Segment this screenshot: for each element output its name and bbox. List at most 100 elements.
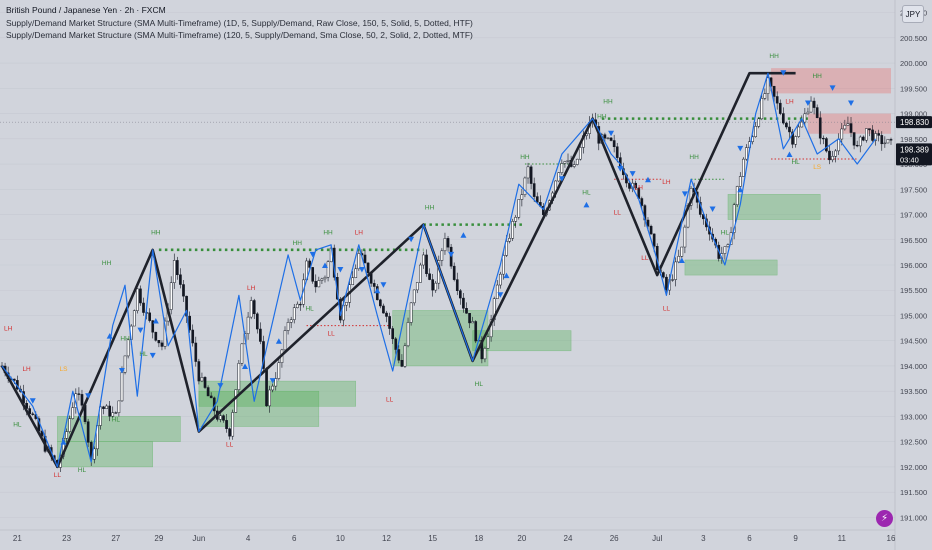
candle [782, 113, 785, 124]
y-tick-label: 199.000 [900, 110, 927, 119]
candle [652, 233, 656, 247]
prev-level-badge [896, 116, 932, 129]
structure-label: HL [78, 467, 87, 474]
candle [151, 320, 155, 333]
candle [852, 132, 856, 146]
candle [185, 295, 188, 317]
candle [486, 336, 490, 349]
candle [788, 126, 791, 133]
candle [868, 128, 871, 131]
candle [785, 122, 788, 128]
candle [197, 361, 201, 382]
candle [391, 328, 394, 340]
up-triangle-marker [152, 318, 159, 324]
candle [471, 321, 474, 324]
candle [640, 198, 644, 206]
candle [526, 166, 530, 179]
y-tick-label: 197.000 [900, 211, 927, 220]
candle [425, 254, 428, 274]
candle [495, 284, 499, 299]
currency-button[interactable]: JPY [902, 5, 924, 23]
down-triangle-marker [337, 267, 344, 273]
candle [529, 166, 533, 184]
structure-label: LH [785, 98, 794, 105]
candle [108, 405, 111, 417]
down-triangle-marker [737, 145, 744, 152]
candle [80, 394, 84, 406]
up-triangle-marker [321, 262, 328, 268]
candle [249, 300, 253, 318]
candle [397, 349, 401, 361]
indicator-2-legend[interactable]: Supply/Demand Market Structure (SMA Mult… [6, 30, 473, 40]
up-triangle-marker [106, 333, 113, 339]
candle [237, 363, 241, 390]
dotted-levels [158, 117, 858, 327]
candle [169, 282, 173, 310]
grid [0, 12, 895, 518]
candle [674, 261, 677, 280]
y-tick-label: 200.500 [900, 34, 927, 43]
candle [745, 147, 748, 160]
candle [883, 142, 887, 145]
y-tick-label: 195.000 [900, 311, 927, 320]
candle [400, 360, 404, 367]
candle [606, 137, 610, 139]
x-tick-label: 23 [62, 534, 71, 543]
structure-label: HH [603, 98, 613, 105]
candle [732, 204, 736, 233]
candle [877, 133, 881, 136]
candle [403, 345, 407, 367]
candle [194, 342, 198, 362]
indicator-1-legend[interactable]: Supply/Demand Market Structure (SMA Mult… [6, 17, 473, 28]
candle [514, 217, 518, 222]
candle [505, 241, 508, 256]
lightning-icon[interactable]: ⚡ [876, 510, 893, 527]
structure-label: LL [663, 305, 671, 312]
candle [858, 136, 862, 147]
x-tick-label: 12 [382, 534, 391, 543]
candle [265, 368, 268, 407]
candle [818, 117, 822, 139]
candle [372, 283, 376, 287]
x-tick-label: 16 [887, 534, 896, 543]
candle [772, 85, 776, 97]
x-tick-label: 18 [474, 534, 483, 543]
candle [114, 412, 118, 414]
candle [222, 415, 225, 421]
candle [406, 322, 410, 347]
y-tick-label: 191.500 [900, 488, 927, 497]
candle [357, 253, 361, 270]
candle [209, 395, 213, 399]
candle [815, 107, 819, 119]
candle [120, 372, 124, 402]
candle [809, 100, 813, 113]
candle [834, 150, 837, 157]
candle [459, 290, 462, 299]
y-tick-label: 199.500 [900, 84, 927, 93]
down-triangle-marker [780, 70, 787, 76]
y-tick-label: 191.000 [900, 513, 927, 522]
structure-label: HL [582, 189, 591, 196]
y-tick-label: 192.500 [900, 438, 927, 447]
candle [345, 302, 348, 306]
structure-label: HL [112, 416, 121, 423]
x-tick-label: 27 [111, 534, 120, 543]
symbol-title[interactable]: British Pound / Japanese Yen · 2h · FXCM [6, 5, 166, 15]
candle [323, 276, 327, 280]
x-tick-label: 6 [292, 534, 297, 543]
candle [806, 111, 810, 115]
candle [861, 136, 865, 141]
demand-zone [57, 441, 153, 468]
prev-level-label: 198.830 [900, 118, 929, 127]
structure-label: HL [721, 230, 730, 237]
candle [609, 137, 613, 141]
demand-zone [684, 259, 778, 276]
candle [351, 277, 355, 285]
y-tick-label: 195.500 [900, 286, 927, 295]
candle [419, 264, 422, 283]
countdown-label: 03:40 [900, 155, 919, 164]
structure-label: LH [662, 179, 671, 186]
mtf-structure-line [1, 72, 877, 468]
candle [412, 289, 416, 304]
